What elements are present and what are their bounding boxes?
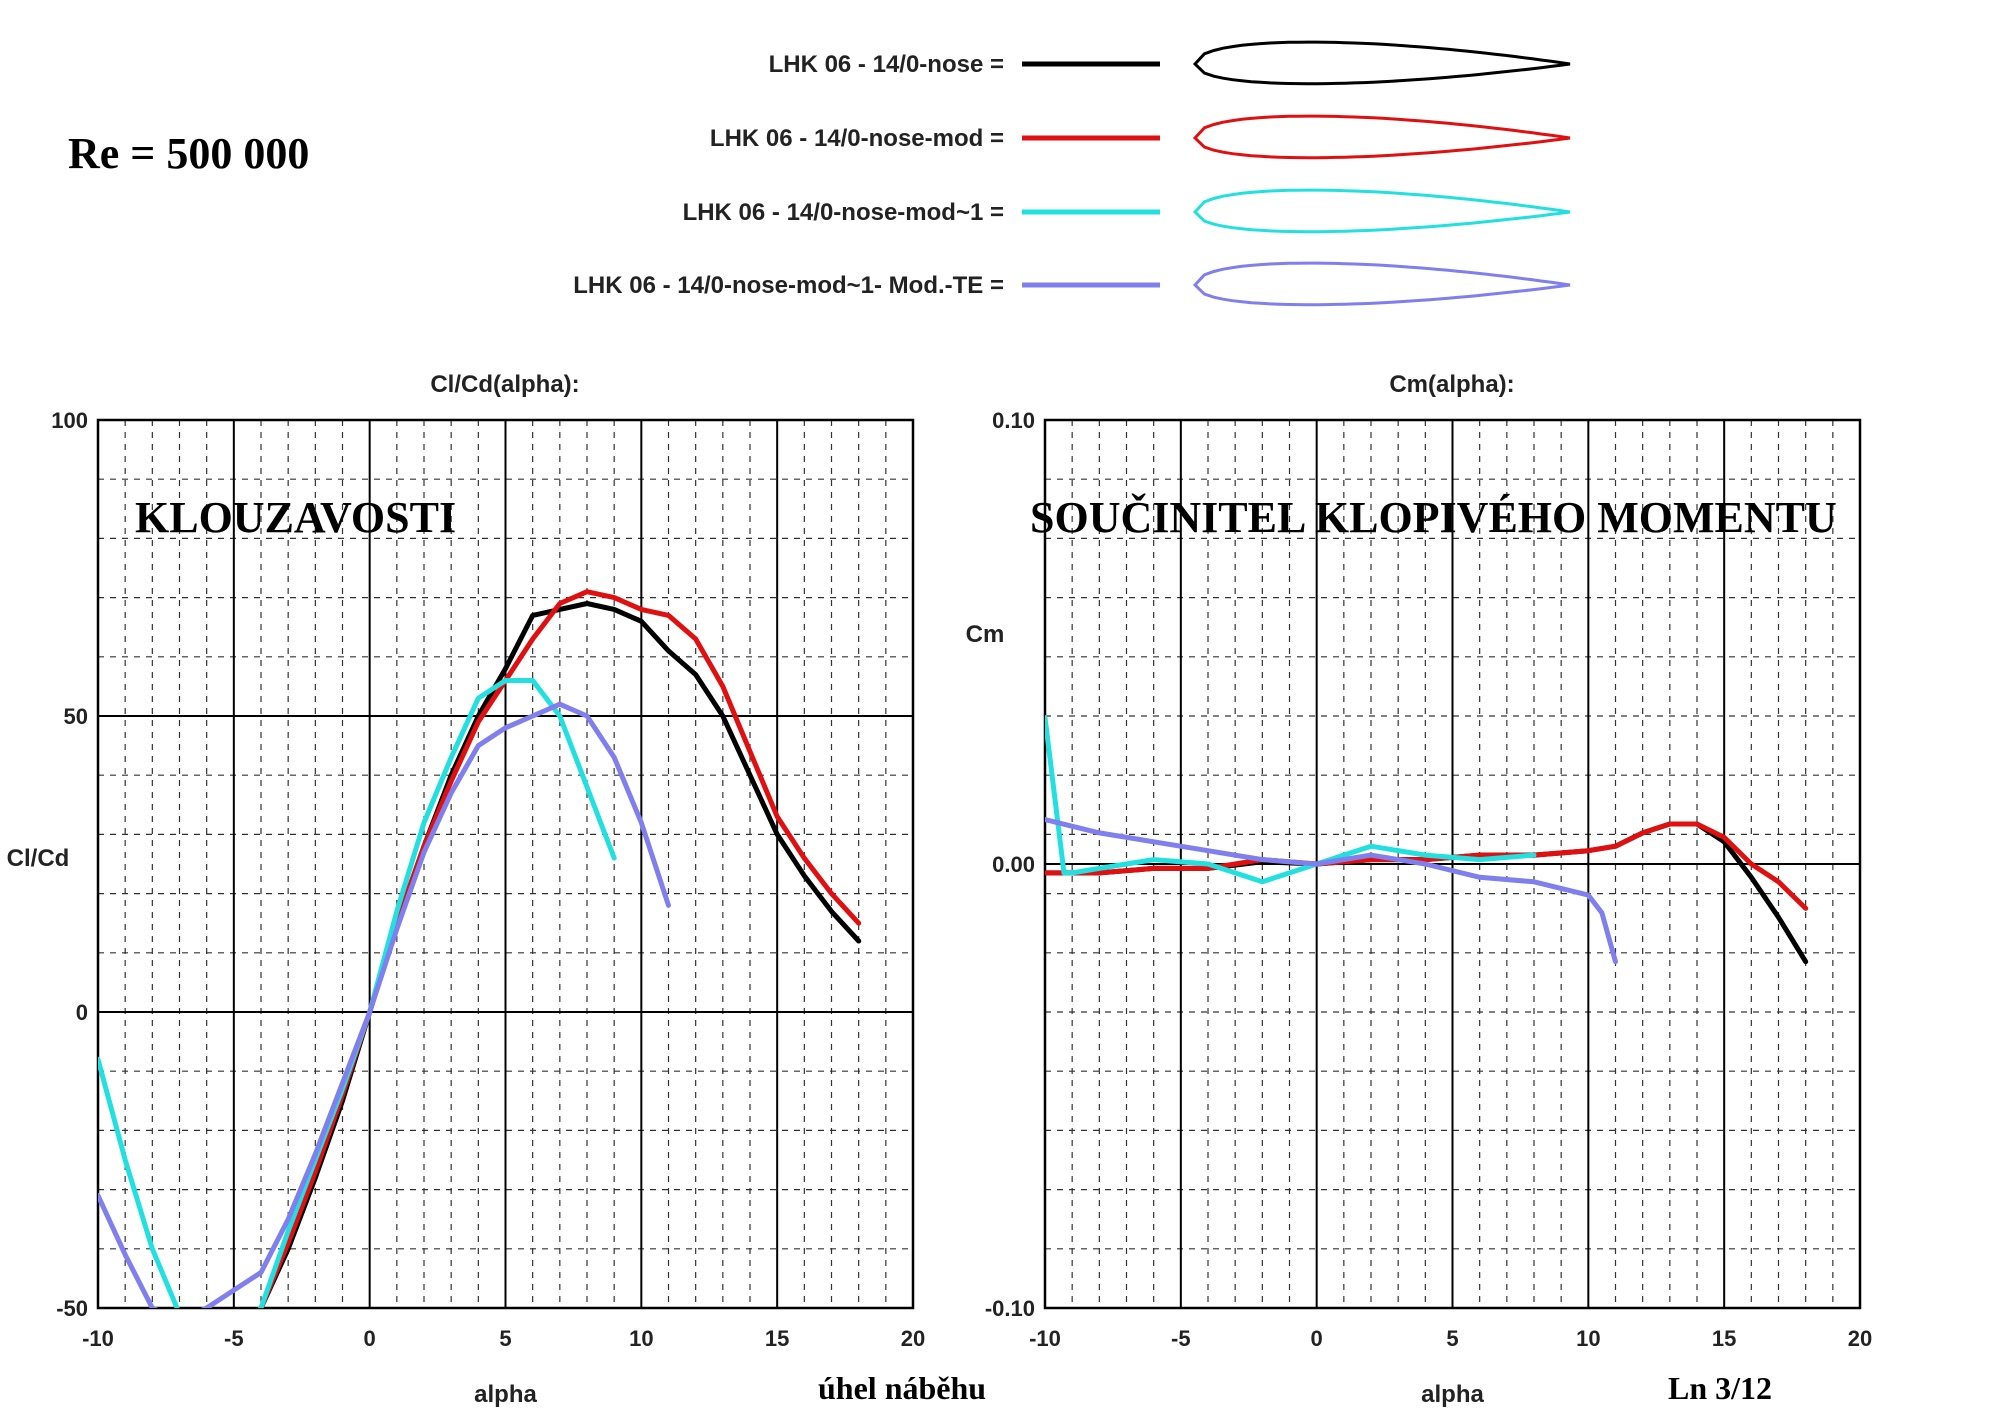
x-tick-label: -5 — [1171, 1326, 1191, 1351]
y-tick-label: 0.00 — [992, 852, 1035, 877]
x-tick-label: 5 — [499, 1326, 511, 1351]
plot-frame — [96, 418, 915, 1310]
page-number: Ln 3/12 — [1668, 1370, 1773, 1406]
series-line — [1045, 715, 1537, 885]
reynolds-label: Re = 500 000 — [68, 129, 310, 178]
y-tick-label: 0 — [76, 1000, 88, 1025]
legend-label: LHK 06 - 14/0-nose = — [769, 51, 1004, 78]
x-tick-label: -5 — [224, 1326, 244, 1351]
legend-label: LHK 06 - 14/0-nose-mod~1- Mod.-TE = — [573, 272, 1004, 299]
x-tick-label: 15 — [1712, 1326, 1736, 1351]
y-axis-label: Cl/Cd — [7, 845, 70, 872]
x-tick-label: -10 — [82, 1326, 114, 1351]
x-tick-label: 0 — [1311, 1326, 1323, 1351]
y-tick-label: 0.10 — [992, 408, 1035, 433]
y-tick-label: -0.10 — [985, 1296, 1035, 1321]
chart-title: Cm(alpha): — [1389, 371, 1514, 398]
chart-title: Cl/Cd(alpha): — [430, 371, 579, 398]
x-axis-label: alpha — [474, 1381, 537, 1408]
airfoil-shape-icon — [1192, 40, 1571, 86]
series-group — [98, 589, 862, 1308]
airfoil-shape-icon — [1192, 261, 1571, 307]
x-tick-label: 15 — [765, 1326, 789, 1351]
legend-item: LHK 06 - 14/0-nose-mod~1- Mod.-TE = — [573, 261, 1571, 307]
overlay-label: SOUČINITEL KLOPIVÉHO MOMENTU — [1030, 493, 1837, 542]
chart-moment-coefficient: -10 -5 0 5 10 15 20 -0.10 0.00 0.10 Cm(alpha): alph… — [966, 371, 1873, 1408]
y-tick-label: 50 — [64, 704, 88, 729]
airfoil-shape-icon — [1192, 188, 1571, 234]
x-tick-label: -10 — [1029, 1326, 1061, 1351]
series-line — [1045, 817, 1618, 965]
x-tick-label: 10 — [629, 1326, 653, 1351]
chart-lift-drag-ratio: -10 -5 0 5 10 15 20-50050100Cl/Cd(alpha):alpha… — [7, 371, 926, 1408]
x-tick-label: 20 — [901, 1326, 925, 1351]
angle-of-attack-caption: úhel náběhu — [818, 1370, 987, 1406]
x-tick-label: 0 — [364, 1326, 376, 1351]
legend-label: LHK 06 - 14/0-nose-mod~1 = — [683, 199, 1004, 226]
legend-item: LHK 06 - 14/0-nose = — [769, 40, 1571, 86]
overlay-label: KLOUZAVOSTI — [135, 493, 456, 542]
legend-label: LHK 06 - 14/0-nose-mod = — [710, 125, 1004, 152]
x-tick-label: 5 — [1446, 1326, 1458, 1351]
y-tick-label: -50 — [56, 1296, 88, 1321]
x-axis-label: alpha — [1421, 1381, 1484, 1408]
x-tick-label: 10 — [1576, 1326, 1600, 1351]
x-tick-label: 20 — [1848, 1326, 1872, 1351]
legend: LHK 06 - 14/0-nose = LHK 06 - 14/0-nose-m… — [573, 40, 1571, 307]
plot-frame — [1043, 418, 1862, 1310]
legend-item: LHK 06 - 14/0-nose-mod = — [710, 114, 1571, 160]
series-line — [98, 678, 617, 1308]
y-tick-label: 100 — [51, 408, 88, 433]
series-line — [98, 701, 671, 1308]
legend-item: LHK 06 - 14/0-nose-mod~1 = — [683, 188, 1571, 234]
y-axis-label: Cm — [966, 621, 1005, 648]
series-group — [1045, 715, 1809, 965]
airfoil-shape-icon — [1192, 114, 1571, 160]
